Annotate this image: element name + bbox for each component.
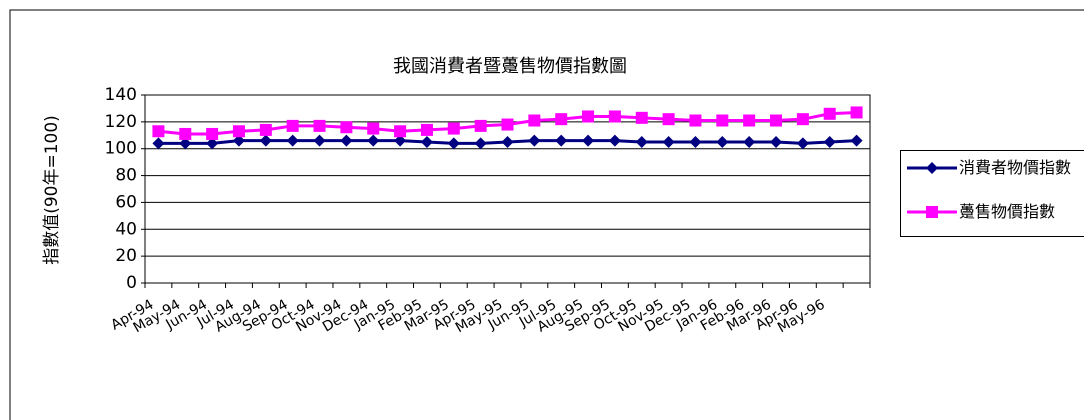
point [152,125,165,138]
point [796,113,809,126]
point [447,137,460,150]
point [179,127,192,140]
point [367,134,380,147]
y-tick-label: 0 [126,273,137,293]
point [420,136,433,148]
point [689,114,702,127]
point [582,134,595,147]
point [823,136,836,148]
point [716,136,729,148]
point [420,123,433,136]
point [689,136,702,148]
y-tick-label: 120 [105,112,137,132]
point [474,119,487,132]
point [286,134,299,147]
point [716,114,729,127]
point [770,114,783,127]
point [662,113,675,126]
point [259,123,272,136]
point [394,125,407,138]
point [608,134,621,147]
point [340,121,353,134]
point [743,136,756,148]
point [528,114,541,127]
point [313,134,326,147]
point [501,136,514,148]
point [850,106,863,119]
point [394,134,407,147]
point [608,110,621,123]
legend-label: 消費者物價指數 [959,158,1072,177]
y-tick-label: 140 [105,85,137,105]
point [286,119,299,132]
point [662,136,675,148]
legend-symbol [907,162,957,174]
point [259,134,272,147]
point [474,137,487,150]
y-tick-label: 40 [115,219,137,239]
point [340,134,353,147]
legend: 消費者物價指數 躉售物價指數 [900,150,1084,237]
point [232,125,245,138]
point [635,111,648,124]
point [926,206,938,218]
point [823,107,836,120]
y-tick-label: 20 [115,246,137,266]
point [796,137,809,150]
point [206,127,219,140]
chart-title: 我國消費者暨躉售物價指數圖 [393,56,627,77]
point [206,137,219,150]
point [926,162,938,174]
point [367,122,380,135]
point [555,134,568,147]
point [447,122,460,135]
point [179,137,192,150]
point [313,119,326,132]
y-tick-label: 60 [115,192,137,212]
point [635,136,648,148]
point [528,134,541,147]
point [850,134,863,147]
point [770,136,783,148]
point [743,114,756,127]
point [555,113,568,126]
point [582,110,595,123]
y-tick-label: 80 [115,166,137,186]
y-tick-label: 100 [105,139,137,159]
legend-label: 躉售物價指數 [959,202,1056,221]
point [501,118,514,131]
legend-symbol [907,206,957,218]
point [232,134,245,147]
point [152,137,165,150]
y-axis-label: 指數值(90年=100) [42,115,62,265]
